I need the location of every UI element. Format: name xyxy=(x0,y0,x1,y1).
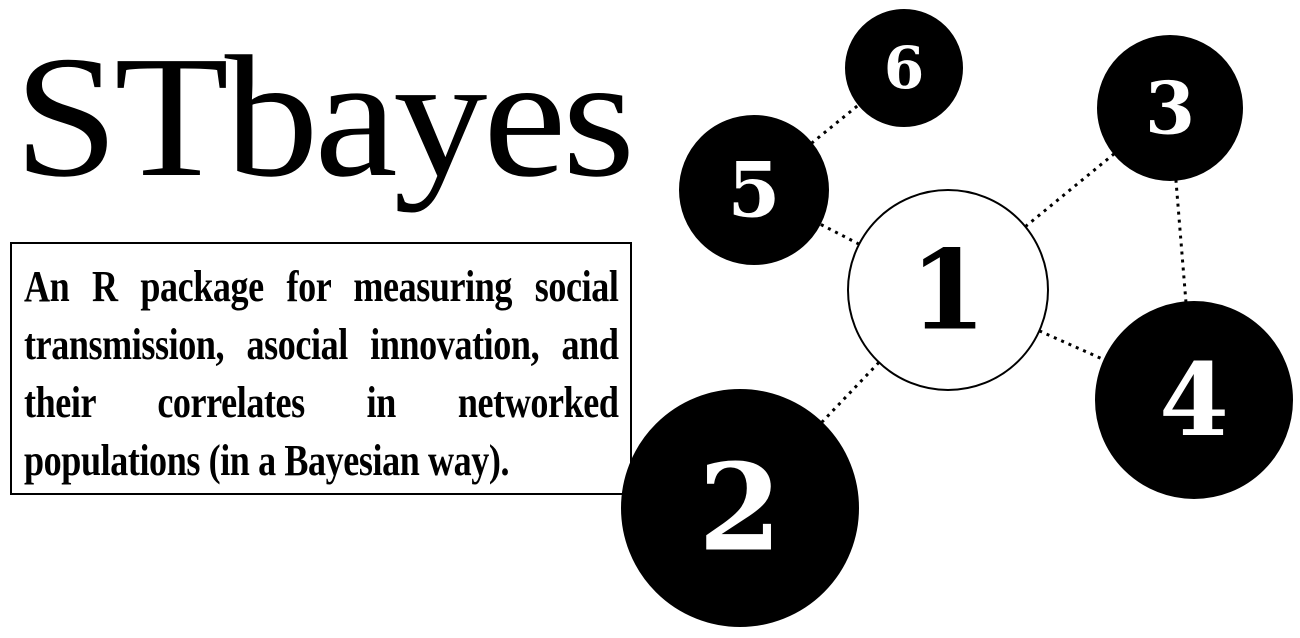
node-circle-6 xyxy=(845,9,963,127)
node-label-3: 3 xyxy=(1145,66,1195,151)
node-2: 2 xyxy=(621,389,859,627)
edge-5-6 xyxy=(810,103,860,145)
node-circle-4 xyxy=(1095,301,1293,499)
node-label-5: 5 xyxy=(728,146,781,235)
node-circle-5 xyxy=(679,115,829,265)
node-label-1: 1 xyxy=(910,226,987,355)
description-box: An R package for measuring social transm… xyxy=(10,242,632,495)
node-3: 3 xyxy=(1097,35,1243,181)
network-edges xyxy=(810,103,1188,424)
node-4: 4 xyxy=(1095,301,1293,499)
node-circle-1 xyxy=(847,189,1049,391)
node-1: 1 xyxy=(847,189,1049,391)
edge-1-4 xyxy=(1038,329,1106,362)
node-label-6: 6 xyxy=(884,34,924,102)
node-circle-3 xyxy=(1097,35,1243,181)
node-6: 6 xyxy=(845,9,963,127)
node-circle-2 xyxy=(621,389,859,627)
logo-title: STbayes xyxy=(14,20,635,213)
edge-1-5 xyxy=(819,222,860,246)
node-label-2: 2 xyxy=(698,438,782,579)
edge-1-2 xyxy=(820,361,881,424)
network-nodes: 12 3 4 5 6 xyxy=(621,9,1293,627)
edge-1-3 xyxy=(1024,152,1116,228)
edge-3-4 xyxy=(1174,179,1188,303)
node-label-4: 4 xyxy=(1159,341,1229,459)
node-5: 5 xyxy=(679,115,829,265)
description-text: An R package for measuring social transm… xyxy=(24,262,619,485)
